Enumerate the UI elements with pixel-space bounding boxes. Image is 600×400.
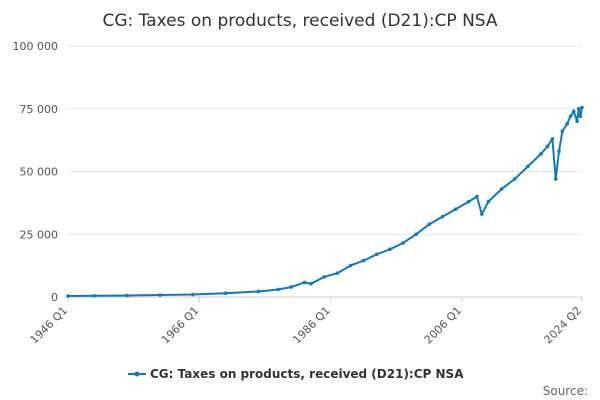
data-point[interactable]: [557, 149, 561, 154]
data-point[interactable]: [499, 187, 504, 191]
y-tick-label: 0: [51, 291, 58, 304]
data-point[interactable]: [526, 164, 530, 169]
data-point[interactable]: [512, 177, 517, 181]
data-point[interactable]: [289, 285, 294, 289]
legend-label: CG: Taxes on products, received (D21):CP…: [150, 367, 464, 381]
data-point[interactable]: [223, 291, 228, 296]
legend-swatch-marker: [134, 371, 140, 377]
x-tick-label: 1946 Q1: [28, 304, 71, 347]
data-point[interactable]: [388, 247, 392, 252]
data-point[interactable]: [440, 214, 445, 219]
data-point[interactable]: [256, 289, 261, 294]
data-point[interactable]: [374, 252, 379, 257]
y-tick-label: 75 000: [20, 103, 59, 116]
data-point[interactable]: [66, 294, 70, 298]
x-tick-label: 2024 Q2: [542, 304, 585, 347]
data-point[interactable]: [276, 287, 280, 292]
data-point[interactable]: [92, 293, 97, 298]
series-line: [67, 107, 583, 297]
data-point[interactable]: [576, 106, 581, 111]
data-point[interactable]: [575, 119, 579, 124]
data-point[interactable]: [158, 293, 162, 297]
data-point[interactable]: [453, 207, 458, 211]
x-tick-label: 1986 Q1: [290, 304, 333, 347]
data-point[interactable]: [475, 194, 479, 199]
data-point[interactable]: [309, 281, 313, 286]
data-point[interactable]: [568, 114, 573, 119]
data-point[interactable]: [580, 105, 584, 110]
gridlines: [68, 45, 582, 298]
data-point[interactable]: [553, 177, 558, 181]
y-axis: 0 25 000 50 000 75 000 100 000: [13, 40, 59, 304]
data-point[interactable]: [480, 212, 484, 216]
x-tick-label: 2006 Q1: [422, 304, 465, 347]
data-point[interactable]: [571, 109, 576, 114]
chart-title: CG: Taxes on products, received (D21):CP…: [102, 11, 497, 31]
y-tick-label: 50 000: [20, 166, 59, 179]
data-point[interactable]: [401, 241, 405, 245]
data-point[interactable]: [302, 280, 307, 285]
legend[interactable]: CG: Taxes on products, received (D21):CP…: [128, 367, 464, 381]
data-point[interactable]: [565, 122, 570, 126]
source-label: Source:: [543, 384, 588, 398]
data-point[interactable]: [361, 258, 366, 263]
data-point[interactable]: [486, 199, 491, 204]
data-point[interactable]: [322, 275, 326, 279]
data-point[interactable]: [466, 199, 471, 204]
data-point[interactable]: [560, 129, 565, 134]
data-point[interactable]: [545, 144, 550, 149]
y-tick-label: 100 000: [13, 40, 59, 53]
x-axis: 1946 Q1 1966 Q1 1986 Q1 2006 Q1 2024 Q2: [28, 296, 585, 347]
data-point[interactable]: [578, 114, 583, 119]
data-point[interactable]: [427, 222, 432, 227]
data-point[interactable]: [539, 152, 543, 156]
data-point[interactable]: [191, 292, 195, 297]
data-point[interactable]: [125, 293, 129, 298]
series-points: [66, 105, 584, 298]
y-tick-label: 25 000: [20, 228, 59, 241]
data-point[interactable]: [348, 263, 353, 268]
data-point[interactable]: [414, 232, 418, 237]
x-tick-label: 1966 Q1: [159, 304, 202, 347]
data-point[interactable]: [335, 271, 340, 275]
data-point[interactable]: [550, 137, 555, 141]
